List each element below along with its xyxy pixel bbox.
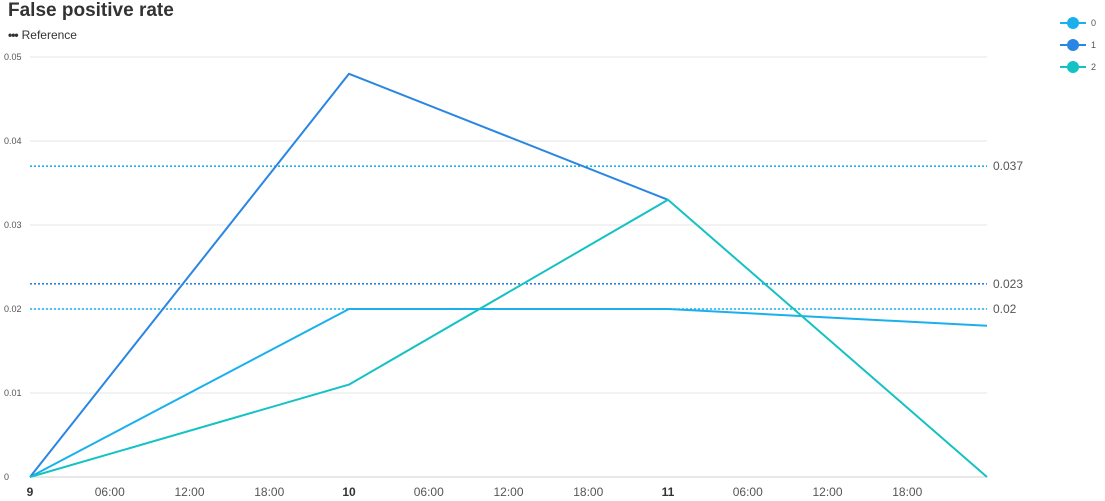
- legend-label: 1: [1091, 40, 1096, 50]
- reference-line-label: 0.023: [993, 277, 1023, 291]
- axis-labels-layer: 0 0.01 0.02 0.03 0.04 0.05 9 06:00 12:00 18:00 10 0…: [4, 52, 923, 499]
- legend-dot-icon: [1067, 61, 1079, 73]
- x-tick-label: 9: [27, 485, 34, 499]
- grid-layer: [30, 56, 987, 478]
- x-tick-label: 18:00: [573, 485, 603, 499]
- y-tick-label: 0: [4, 472, 9, 482]
- legend-label: 2: [1091, 62, 1096, 72]
- reference-lines-layer: 0.037 0.023 0.02: [30, 159, 1023, 316]
- y-tick-label: 0.02: [4, 304, 22, 314]
- x-tick-label: 12:00: [812, 485, 842, 499]
- y-tick-label: 0.05: [4, 52, 22, 62]
- legend-dot-icon: [1067, 39, 1079, 51]
- series-layer: [29, 72, 988, 478]
- y-tick-label: 0.03: [4, 220, 22, 230]
- legend[interactable]: 0 1 2: [1060, 17, 1096, 73]
- x-tick-label: 12:00: [174, 485, 204, 499]
- x-tick-label: 12:00: [493, 485, 523, 499]
- reference-line-label: 0.02: [993, 302, 1017, 316]
- legend-item-1[interactable]: 1: [1060, 39, 1096, 51]
- reference-note: ••• Reference: [8, 28, 77, 42]
- legend-item-2[interactable]: 2: [1060, 61, 1096, 73]
- legend-dot-icon: [1067, 17, 1079, 29]
- x-tick-label: 06:00: [414, 485, 444, 499]
- series-line-1: [29, 72, 669, 478]
- chart-title: False positive rate: [8, 0, 174, 21]
- y-tick-label: 0.01: [4, 388, 22, 398]
- reference-line-label: 0.037: [993, 159, 1023, 173]
- series-line-2: [29, 198, 988, 478]
- x-tick-label: 10: [342, 485, 356, 499]
- x-tick-label: 18:00: [892, 485, 922, 499]
- series-line-0: [29, 308, 988, 478]
- x-tick-label: 06:00: [95, 485, 125, 499]
- y-tick-label: 0.04: [4, 136, 22, 146]
- legend-item-0[interactable]: 0: [1060, 17, 1096, 29]
- x-tick-label: 06:00: [733, 485, 763, 499]
- x-tick-label: 11: [662, 485, 675, 499]
- legend-label: 0: [1091, 18, 1096, 28]
- reference-label: Reference: [21, 28, 77, 42]
- x-tick-label: 18:00: [254, 485, 284, 499]
- reference-dots-icon: •••: [8, 28, 19, 42]
